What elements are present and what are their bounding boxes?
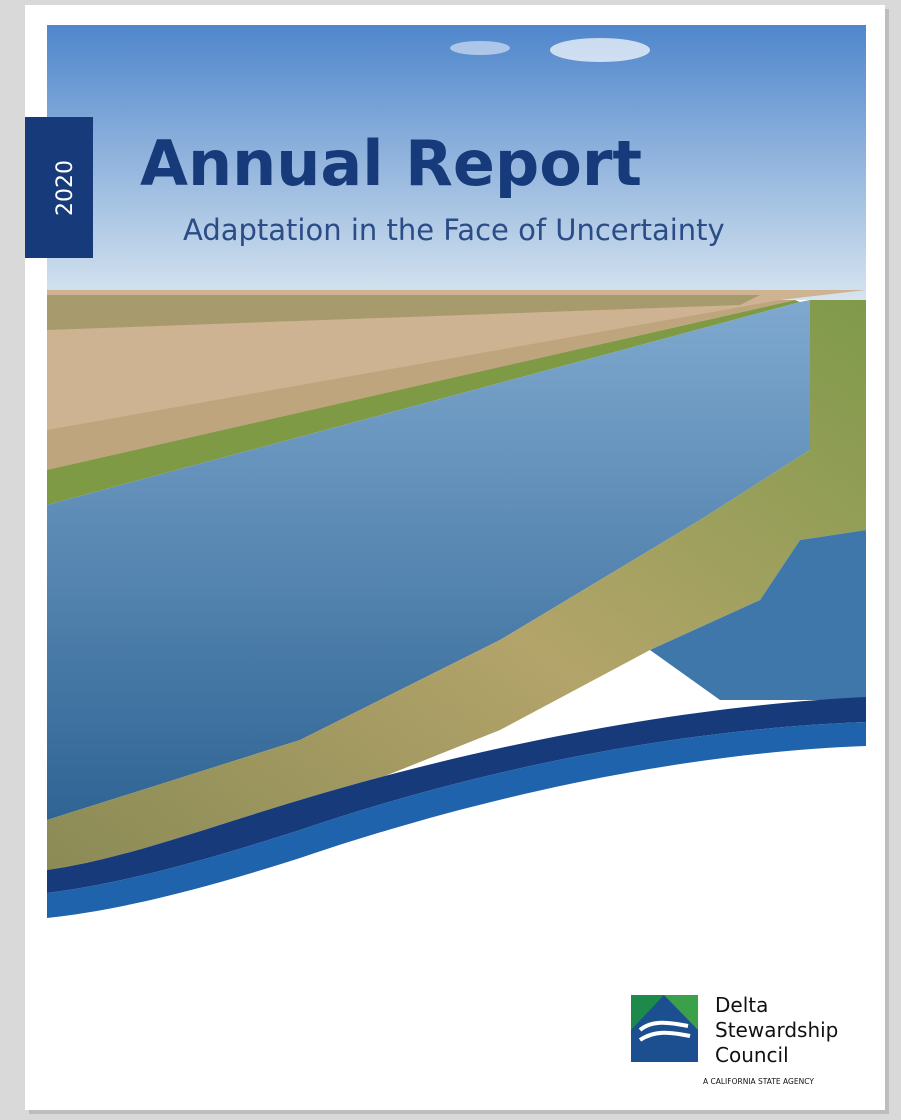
subtitle: Adaptation in the Face of Uncertainty <box>183 213 725 247</box>
title: Annual Report <box>140 127 642 200</box>
cover-page: 2020 Annual Report Adaptation in the Fac… <box>0 0 901 1120</box>
logo-line: Council <box>715 1043 789 1067</box>
page: 2020 Annual Report Adaptation in the Fac… <box>0 0 901 1120</box>
logo-line: Delta <box>715 993 768 1017</box>
logo-tagline: A CALIFORNIA STATE AGENCY <box>703 1077 814 1086</box>
year: 2020 <box>53 160 78 216</box>
logo-line: Stewardship <box>715 1018 838 1042</box>
